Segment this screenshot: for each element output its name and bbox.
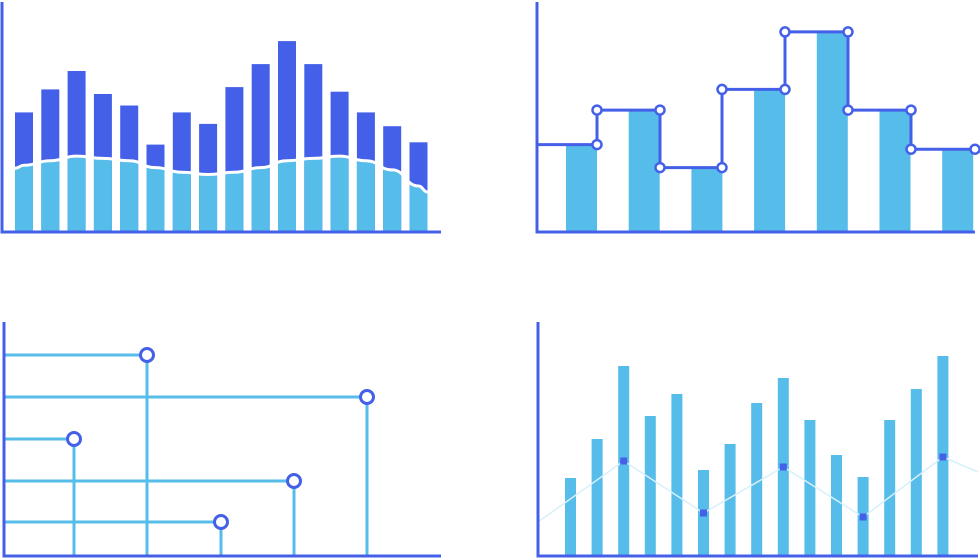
lollipop-marker	[213, 514, 229, 530]
bar	[724, 444, 736, 556]
step-bar	[691, 167, 723, 232]
trend-marker	[779, 463, 787, 471]
lollipop-marker	[66, 431, 82, 447]
step-marker	[905, 143, 917, 155]
chart-4-bars-with-line	[536, 322, 979, 558]
wave-line	[14, 154, 428, 194]
chart-3-lollipop	[2, 322, 441, 558]
step-bar	[816, 31, 848, 233]
step-bar	[566, 144, 597, 232]
step-bar	[942, 149, 974, 232]
chart-1-stacked-bars	[0, 2, 441, 234]
lollipop-marker	[139, 347, 155, 363]
step-marker	[905, 104, 917, 116]
step-marker	[654, 104, 666, 116]
bar	[884, 420, 896, 556]
step-bar	[879, 110, 911, 232]
step-bar	[754, 89, 786, 233]
trend-marker	[859, 513, 867, 521]
step-marker	[969, 143, 980, 155]
step-marker	[716, 83, 728, 96]
bar	[804, 420, 816, 556]
step-marker	[779, 26, 791, 38]
lollipop-marker	[359, 389, 375, 405]
bar	[565, 478, 576, 556]
chart-2-step-bars	[535, 2, 980, 234]
bar	[831, 455, 842, 556]
bar	[671, 394, 683, 556]
step-marker	[654, 161, 666, 174]
bar	[910, 389, 922, 556]
bar	[751, 403, 763, 556]
bar	[591, 439, 603, 556]
step-marker	[842, 104, 854, 116]
light-wave-area	[15, 156, 428, 232]
trend-marker	[939, 453, 947, 461]
trend-marker	[620, 457, 628, 465]
step-bar	[628, 110, 660, 232]
step-marker	[716, 161, 728, 174]
step-marker	[591, 138, 603, 151]
bar	[644, 416, 656, 556]
step-line	[537, 30, 975, 170]
lollipop-marker	[286, 473, 302, 489]
step-marker	[779, 83, 791, 96]
trend-marker	[700, 509, 707, 517]
step-marker	[842, 26, 854, 38]
step-marker	[591, 104, 603, 116]
